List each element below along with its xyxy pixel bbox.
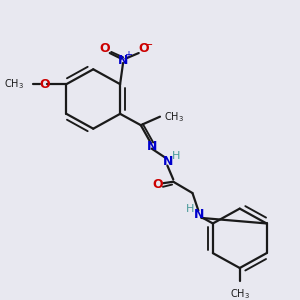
Text: H: H xyxy=(171,151,180,161)
Text: O: O xyxy=(152,178,163,191)
Text: CH$_3$: CH$_3$ xyxy=(230,287,250,300)
Text: N: N xyxy=(194,208,204,221)
Text: O: O xyxy=(99,42,110,55)
Text: O: O xyxy=(138,42,149,55)
Text: N: N xyxy=(118,55,128,68)
Text: O: O xyxy=(39,78,50,91)
Text: H: H xyxy=(186,204,194,214)
Text: N: N xyxy=(163,155,173,168)
Text: N: N xyxy=(146,140,157,153)
Text: CH$_3$: CH$_3$ xyxy=(4,77,24,91)
Text: +: + xyxy=(124,50,132,60)
Text: CH$_3$: CH$_3$ xyxy=(164,110,184,124)
Text: −: − xyxy=(144,40,153,50)
